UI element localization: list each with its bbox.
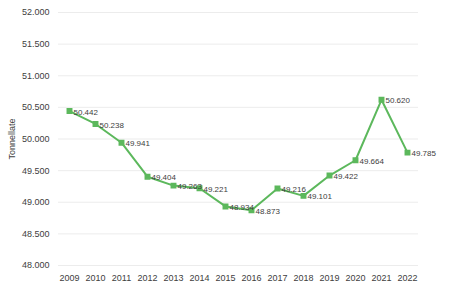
- svg-text:50.442: 50.442: [74, 108, 99, 117]
- svg-text:2022: 2022: [397, 273, 417, 283]
- svg-text:50.500: 50.500: [22, 102, 50, 112]
- svg-text:48.934: 48.934: [230, 203, 255, 212]
- svg-text:49.404: 49.404: [152, 173, 177, 182]
- svg-text:52.000: 52.000: [22, 7, 50, 17]
- svg-text:49.216: 49.216: [282, 185, 307, 194]
- svg-text:2017: 2017: [267, 273, 287, 283]
- svg-text:49.941: 49.941: [126, 139, 151, 148]
- svg-text:2011: 2011: [112, 273, 131, 283]
- svg-text:49.000: 49.000: [22, 197, 50, 207]
- svg-text:2016: 2016: [241, 273, 261, 283]
- svg-text:2014: 2014: [189, 273, 209, 283]
- svg-text:49.500: 49.500: [22, 166, 50, 176]
- svg-text:51.000: 51.000: [22, 71, 50, 81]
- svg-text:48.873: 48.873: [256, 207, 281, 216]
- svg-text:2021: 2021: [371, 273, 391, 283]
- svg-text:2013: 2013: [163, 273, 183, 283]
- svg-text:49.422: 49.422: [334, 172, 359, 181]
- svg-text:49.221: 49.221: [204, 185, 229, 194]
- svg-text:Tonnellate: Tonnellate: [7, 118, 17, 159]
- svg-text:50.620: 50.620: [386, 96, 411, 105]
- svg-text:49.785: 49.785: [412, 149, 437, 158]
- svg-text:2010: 2010: [85, 273, 105, 283]
- svg-text:2012: 2012: [137, 273, 157, 283]
- svg-text:49.664: 49.664: [360, 157, 385, 166]
- svg-text:2019: 2019: [319, 273, 339, 283]
- svg-text:2018: 2018: [293, 273, 313, 283]
- svg-text:49.101: 49.101: [308, 192, 333, 201]
- svg-text:50.238: 50.238: [100, 121, 125, 130]
- svg-text:49.263: 49.263: [178, 182, 203, 191]
- svg-text:2009: 2009: [59, 273, 79, 283]
- svg-text:48.500: 48.500: [22, 229, 50, 239]
- svg-text:48.000: 48.000: [22, 260, 50, 270]
- svg-text:2015: 2015: [215, 273, 235, 283]
- svg-text:50.000: 50.000: [22, 134, 50, 144]
- svg-text:51.500: 51.500: [22, 39, 50, 49]
- svg-text:2020: 2020: [345, 273, 365, 283]
